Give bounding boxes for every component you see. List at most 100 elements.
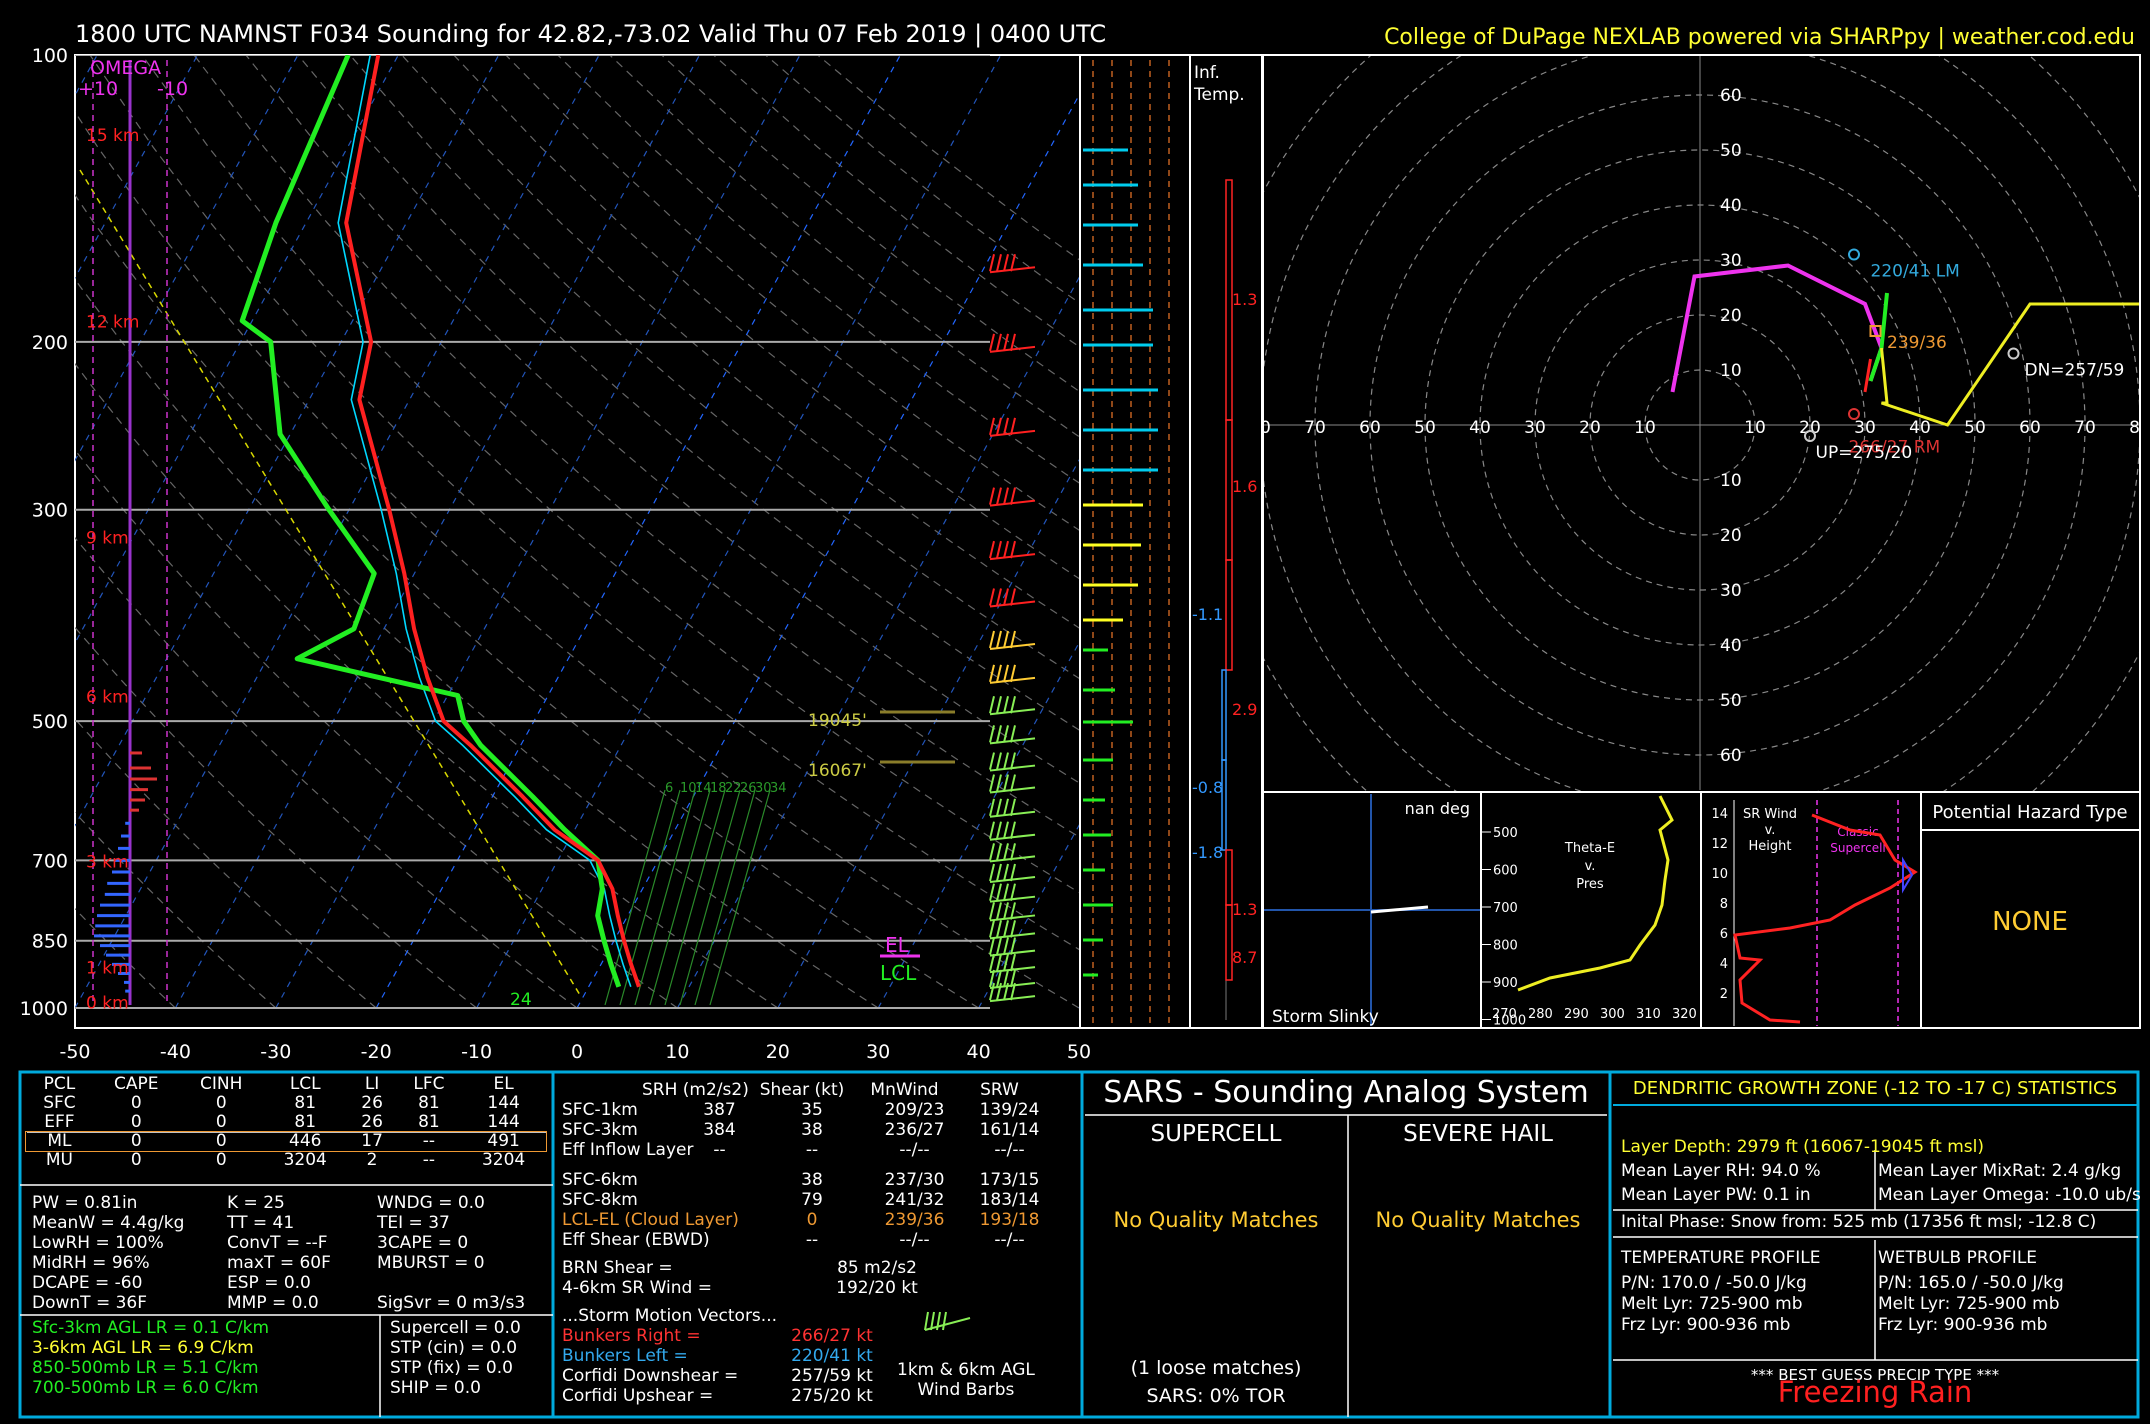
wind-barb-flag <box>996 725 1002 743</box>
parcel-row: SFC 0 0 81 26 81 144 <box>26 1094 546 1113</box>
theta-y-tick: 900 <box>1493 976 1518 991</box>
wind-barbs-caption: 1km & 6km AGL Wind Barbs <box>897 1360 1035 1400</box>
kinematics-row: Eff Shear (EBWD) -- --/-- --/-- <box>562 1230 1077 1250</box>
kinematics-cell: SFC-3km <box>562 1120 638 1140</box>
theta-x-tick: 280 <box>1528 1007 1553 1022</box>
wind-barb-flag <box>1010 953 1016 972</box>
height-label: 6 km <box>86 688 129 708</box>
kinematics-cell: 220/41 kt <box>791 1346 873 1366</box>
kinematics-row: 4-6km SR Wind = 192/20 kt <box>562 1278 1077 1298</box>
inferred-temp-label: 1.3 <box>1232 900 1257 919</box>
wind-barb-flag <box>989 883 995 901</box>
wind-barb-flag <box>989 798 995 817</box>
hodo-up-marker <box>1804 430 1816 442</box>
slinky-title: nan deg <box>1405 799 1470 818</box>
sr-y-tick: 8 <box>1720 897 1728 912</box>
sr-title-line: SR Wind <box>1743 807 1797 822</box>
wind-barb-flag <box>996 333 1002 352</box>
theta-y-tick: 1000 <box>1493 1014 1526 1029</box>
hazard-value: NONE <box>1992 907 2068 937</box>
parcel-cell: 0 <box>215 1131 227 1151</box>
parcel-header-cell: CAPE <box>113 1074 159 1094</box>
hodo-ring <box>1264 56 2139 791</box>
mixing-ratio-label: 10 <box>680 781 697 796</box>
kinematics-cell: SFC-8km <box>562 1190 638 1210</box>
parcel-row: MU 0 0 3204 2 -- 3204 <box>26 1151 546 1170</box>
index-cell: ESP = 0.0 <box>227 1273 311 1293</box>
mixing-ratio-label: 22 <box>725 781 742 796</box>
hodo-rm-marker <box>1848 408 1860 420</box>
hodo-y-tick: 50 <box>1720 141 1742 161</box>
hazard-panel-frame <box>1920 791 2141 1029</box>
kinematics-row: Corfidi Downshear = 257/59 kt <box>562 1366 1077 1386</box>
wind-barb-flag <box>989 752 995 770</box>
kinematics-cell <box>682 1170 757 1190</box>
dewpoint-trace <box>239 55 622 988</box>
sfc-dewpoint-label: 24 <box>510 990 532 1010</box>
kinematics-cell: Bunkers Right = <box>562 1326 701 1346</box>
wind-barb-flag <box>1010 752 1016 770</box>
wind-barb-staff <box>989 499 1036 507</box>
temp-tick-label: 50 <box>1067 1041 1091 1063</box>
hodo-x-tick: 70 <box>2074 418 2096 438</box>
index-cell: 3CAPE = 0 <box>377 1233 469 1253</box>
wb-profile-line: Frz Lyr: 900-936 mb <box>1878 1315 2048 1335</box>
sr-y-tick: 12 <box>1711 837 1728 852</box>
sars-panel: SARS - Sounding Analog System SUPERCELL … <box>1085 1075 1607 1415</box>
theta-x-tick: 290 <box>1564 1007 1589 1022</box>
inferred-temp-title-2: Temp. <box>1193 85 1245 105</box>
wind-barb-flag <box>989 487 995 505</box>
page-title: 1800 UTC NAMNST F034 Sounding for 42.82,… <box>75 20 1106 48</box>
credit-text: College of DuPage NEXLAB powered via SHA… <box>1384 25 2135 50</box>
precip-title: *** BEST GUESS PRECIP TYPE *** <box>1750 1366 2000 1384</box>
wb-profile-line: P/N: 165.0 / -50.0 J/kg <box>1878 1273 2064 1293</box>
dry-adiabat-line <box>193 55 1080 839</box>
slinky-trace <box>1370 905 1429 914</box>
index-cell: LowRH = 100% <box>32 1233 164 1253</box>
dgz-panel: DENDRITIC GROWTH ZONE (-12 TO -17 C) STA… <box>1613 1075 2141 1415</box>
wind-barb-flag <box>1010 487 1016 505</box>
height-label: 0 km <box>86 994 129 1014</box>
index-cell: MeanW = 4.4g/kg <box>32 1213 185 1233</box>
wind-barb-flag <box>1010 969 1016 988</box>
parcel-header-cell: CINH <box>200 1074 243 1094</box>
wind-barb-flag <box>989 417 995 436</box>
height-label: 15 km <box>86 126 139 146</box>
dry-adiabat-line <box>505 55 1080 532</box>
wind-barb-flag <box>996 863 1002 882</box>
storm-slinky-plot: nan deg Storm Slinky <box>1264 794 1480 1027</box>
lapse-rate-line: 3-6km AGL LR = 6.9 C/km <box>32 1338 254 1358</box>
wind-barb-flag <box>1010 254 1016 272</box>
dgz-bottom-label: 16067' <box>808 761 867 781</box>
temp-tick-label: -20 <box>361 1041 392 1063</box>
wind-barb-flag <box>989 774 995 792</box>
isotherm-line <box>978 822 1080 1009</box>
parcel-header-cell: LCL <box>289 1074 321 1094</box>
index-cell <box>377 1273 547 1293</box>
temperature-trace <box>344 55 641 988</box>
wind-barb-staff <box>989 642 1036 650</box>
wind-barb-flag <box>1003 982 1009 1001</box>
isotherm-line <box>375 55 901 1009</box>
wind-barb-staff <box>989 855 1036 863</box>
parcel-cell: 81 <box>418 1112 440 1132</box>
mixing-ratio-label: 26 <box>740 781 757 796</box>
wind-barb-staff <box>989 914 1036 922</box>
theta-y-tick: 600 <box>1493 864 1518 879</box>
wind-barb-staff <box>989 876 1036 884</box>
parcel-cell: 446 <box>289 1131 322 1151</box>
wind-barb-flag <box>989 630 995 649</box>
kinematics-cell: 241/32 <box>884 1190 945 1210</box>
hazard-title: Potential Hazard Type <box>1932 802 2127 823</box>
wind-barb-flag <box>1010 695 1016 714</box>
wind-barb-flag <box>1003 588 1009 606</box>
wind-barb-staff <box>989 981 1036 989</box>
parcel-cell: 0 <box>130 1131 142 1151</box>
theta-x-tick: 320 <box>1672 1007 1697 1022</box>
wind-barb-flag <box>989 969 995 988</box>
hodo-y-tick: 60 <box>1720 86 1742 106</box>
hodo-x-tick: 40 <box>1909 418 1931 438</box>
wind-speed-column <box>1079 54 1191 1029</box>
